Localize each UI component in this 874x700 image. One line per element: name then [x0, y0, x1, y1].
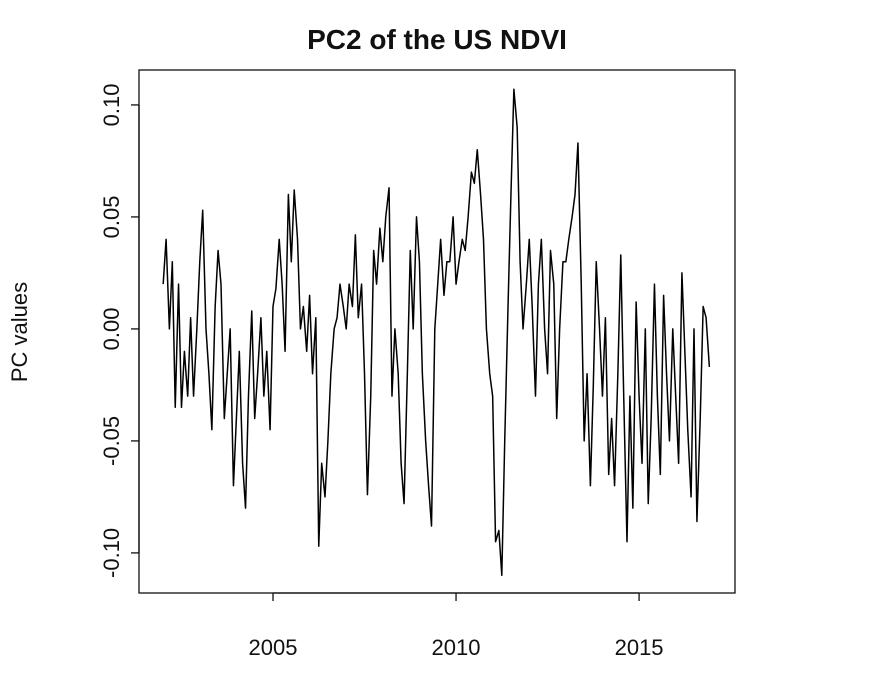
x-tick-label: 2010 [432, 635, 481, 660]
x-tick-label: 2015 [615, 635, 664, 660]
data-line [162, 88, 711, 577]
y-tick-label: -0.10 [99, 528, 124, 578]
y-axis-label: PC values [7, 282, 32, 382]
y-tick-label: 0.00 [99, 308, 124, 351]
chart-title: PC2 of the US NDVI [307, 24, 567, 55]
x-tick-label: 2005 [249, 635, 298, 660]
y-tick-label: -0.05 [99, 416, 124, 466]
y-tick-label: 0.10 [99, 84, 124, 127]
y-tick-label: 0.05 [99, 196, 124, 239]
